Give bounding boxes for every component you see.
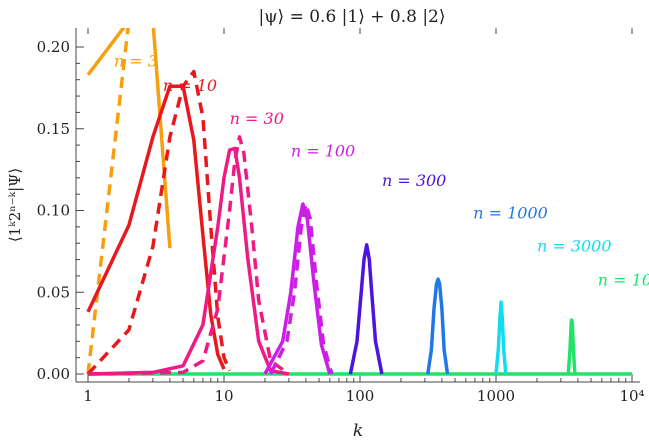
x-tick-label: 10 — [214, 387, 233, 405]
series-line-solid — [494, 300, 508, 375]
y-tick-label: 0.05 — [37, 283, 70, 301]
series-label: n = 1000 — [473, 204, 548, 223]
series-label: n = 100 — [291, 142, 355, 161]
series-line-dashed — [87, 135, 290, 376]
y-tick-label: 0.00 — [37, 365, 70, 383]
series-lines — [86, 28, 632, 376]
x-tick-label: 100 — [346, 387, 375, 405]
series-label: n = 10000 — [598, 271, 649, 290]
chart-title: |ψ⟩ = 0.6 |1⟩ + 0.8 |2⟩ — [258, 7, 445, 27]
series-line-solid — [87, 146, 290, 376]
x-tick-label: 1000 — [477, 387, 515, 405]
series-labels: n = 3 n = 10 n = 30 n = 100 n = 300 n = 1000 n… — [114, 52, 649, 290]
series-line-solid — [86, 84, 226, 370]
y-tick-label: 0.10 — [37, 202, 70, 220]
series-label: n = 30 — [230, 109, 284, 128]
series-label: n = 3000 — [537, 236, 612, 255]
ticks: 1 10 100 1000 10⁴ 0.00 0.05 0.10 0.15 0.20 — [37, 28, 645, 405]
series-line-solid — [86, 28, 172, 249]
series-line-dashed — [269, 202, 334, 375]
x-axis-label: k — [353, 421, 363, 441]
y-tick-label: 0.20 — [37, 38, 70, 56]
x-tick-label: 1 — [83, 387, 93, 405]
series-line-solid — [566, 318, 577, 375]
series-line-solid — [348, 243, 384, 375]
x-tick-label: 10⁴ — [619, 387, 644, 405]
series-label: n = 10 — [163, 76, 217, 95]
series-line-dashed — [86, 69, 232, 376]
y-tick-label: 0.15 — [37, 120, 70, 138]
y-axis-label: ⟨1ᵏ2ⁿ⁻ᵏ|Ψ⟩ — [6, 168, 24, 242]
series-line-dashed — [86, 28, 130, 375]
series-label: n = 3 — [114, 52, 158, 71]
series-line-solid — [426, 277, 450, 375]
series-label: n = 300 — [382, 171, 446, 190]
series-line-solid — [263, 202, 332, 375]
